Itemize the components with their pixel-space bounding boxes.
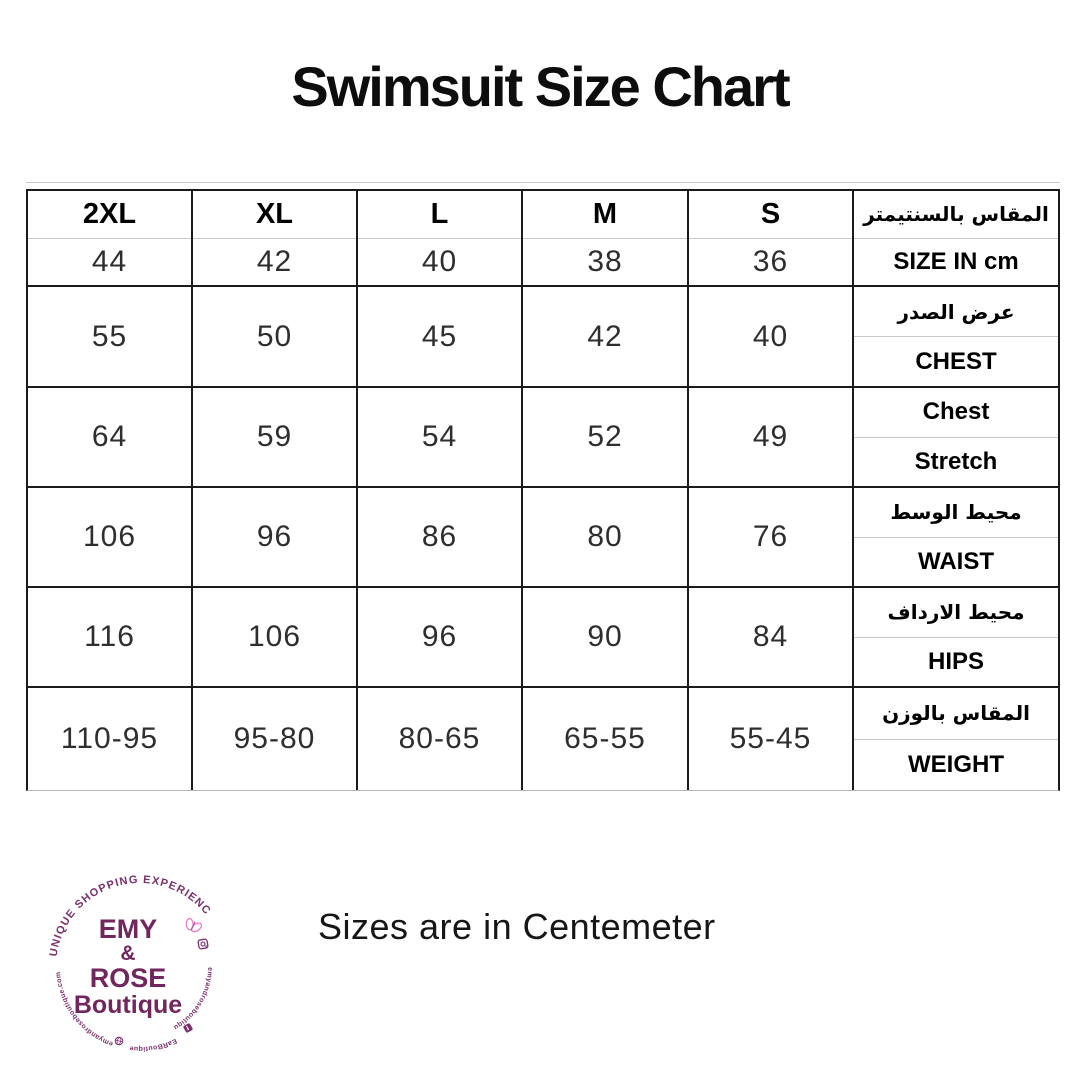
size-header: XL — [193, 191, 356, 239]
table-cell: 106 — [193, 588, 356, 686]
row-label-arabic: المقاس بالوزن — [854, 688, 1058, 740]
size-chart-table: 2XL 44 XL 42 L 40 M 38 S 36 المقاس بالسن… — [26, 189, 1060, 791]
table-cell: 2XL 44 — [28, 191, 191, 285]
row-label-english: Chest — [854, 388, 1058, 438]
row-label-cell: محيط الوسط WAIST — [854, 488, 1058, 586]
table-cell: 106 — [28, 488, 191, 586]
row-label-english: CHEST — [915, 347, 997, 375]
table-cell: 76 — [689, 488, 852, 586]
size-cm-value: 36 — [752, 244, 789, 278]
table-top-gridline — [26, 182, 1060, 183]
logo-name-line2: & — [120, 942, 135, 965]
row-label-english: WAIST — [918, 547, 994, 575]
table-cell: 45 — [358, 287, 521, 386]
size-header: S — [689, 191, 852, 239]
table-cell: 55-45 — [689, 688, 852, 790]
table-cell: 50 — [193, 287, 356, 386]
table-cell: 80 — [523, 488, 687, 586]
row-label-arabic: المقاس بالسنتيمتر — [854, 191, 1058, 239]
size-header: 2XL — [28, 191, 191, 239]
table-cell: 90 — [523, 588, 687, 686]
size-cm-value: 38 — [587, 244, 623, 278]
size-cm-value: 44 — [91, 244, 128, 278]
size-cm-value: 40 — [421, 244, 458, 278]
row-label-english: Stretch — [914, 447, 998, 475]
brand-logo: UNIQUE SHOPPING EXPERIENCE emyandrosebou… — [36, 858, 213, 1052]
table-cell: S 36 — [689, 191, 852, 285]
table-cell: 84 — [689, 588, 852, 686]
logo-name-line3: ROSE — [90, 963, 167, 993]
table-cell: 110-95 — [28, 688, 191, 790]
row-label-cell: المقاس بالوزن WEIGHT — [854, 688, 1058, 790]
row-label-arabic: محيط الوسط — [854, 488, 1058, 538]
row-label-arabic: عرض الصدر — [854, 287, 1058, 337]
page-title: Swimsuit Size Chart — [291, 55, 790, 118]
row-label-cell: Chest Stretch — [854, 388, 1058, 486]
svg-text:f: f — [184, 1024, 190, 1032]
table-cell: 42 — [523, 287, 687, 386]
table-cell: L 40 — [358, 191, 521, 285]
table-cell: 96 — [193, 488, 356, 586]
table-cell: 64 — [28, 388, 191, 486]
logo-name-line4: Boutique — [74, 991, 182, 1019]
table-cell: XL 42 — [193, 191, 356, 285]
table-cell: 52 — [523, 388, 687, 486]
facebook-icon: f — [183, 1023, 193, 1033]
row-label-english: SIZE IN cm — [893, 247, 1019, 275]
table-cell: 40 — [689, 287, 852, 386]
row-label-cell: المقاس بالسنتيمتر SIZE IN cm — [854, 191, 1058, 285]
table-cell: 80-65 — [358, 688, 521, 790]
size-header: L — [358, 191, 521, 239]
row-label-cell: محيط الارداف HIPS — [854, 588, 1058, 686]
size-header: M — [523, 191, 687, 239]
table-cell: 65-55 — [523, 688, 687, 790]
table-cell: 116 — [28, 588, 191, 686]
table-cell: 54 — [358, 388, 521, 486]
butterfly-icon — [185, 917, 203, 933]
table-cell: 95-80 — [193, 688, 356, 790]
logo-facebook-handle: EaRBoutique — [129, 1037, 178, 1052]
table-cell: 49 — [689, 388, 852, 486]
globe-icon — [114, 1036, 124, 1046]
table-cell: 96 — [358, 588, 521, 686]
table-cell: M 38 — [523, 191, 687, 285]
size-cm-value: 42 — [256, 244, 293, 278]
row-label-cell: عرض الصدر CHEST — [854, 287, 1058, 386]
row-label-english: WEIGHT — [908, 750, 1004, 778]
instagram-icon — [197, 938, 209, 950]
units-note: Sizes are in Centemeter — [318, 906, 716, 947]
table-cell: 55 — [28, 287, 191, 386]
row-label-english: HIPS — [927, 647, 984, 675]
table-cell: 59 — [193, 388, 356, 486]
row-label-arabic: محيط الارداف — [854, 588, 1058, 638]
logo-name-line1: EMY — [99, 914, 158, 944]
table-cell: 86 — [358, 488, 521, 586]
